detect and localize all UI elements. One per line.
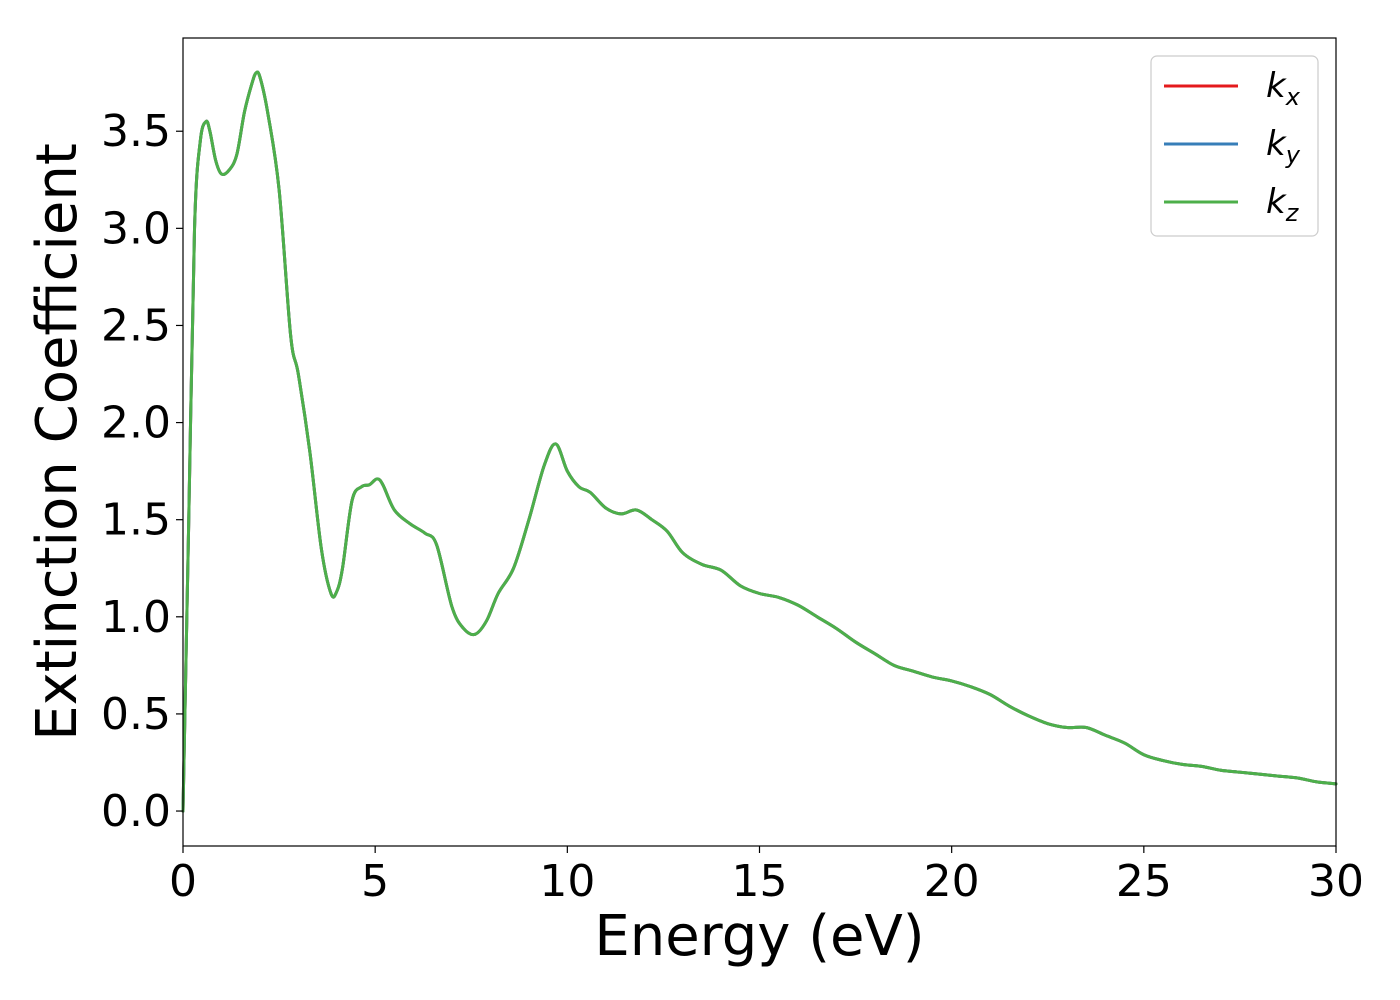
y-tick-label: 3.5 [101,106,171,157]
y-tick-label: 0.5 [101,689,171,740]
y-axis-title: Extinction Coefficient [25,143,90,741]
plot-background [183,38,1336,846]
x-tick-label: 30 [1308,856,1364,907]
y-tick-label: 1.5 [101,495,171,546]
y-tick-label: 3.0 [101,203,171,254]
legend-label-subscript: x [1285,83,1301,111]
legend-label: ky [1266,124,1301,169]
y-tick-label: 0.0 [101,786,171,837]
x-tick-label: 5 [361,856,389,907]
y-tick-label: 2.0 [101,398,171,449]
series-line-k-z [181,70,1338,813]
y-tick-label: 1.0 [101,592,171,643]
x-tick-label: 0 [169,856,197,907]
legend-label-subscript: y [1285,141,1301,169]
x-axis-title: Energy (eV) [594,904,924,969]
x-tick-label: 10 [539,856,595,907]
y-axis-ticks: 0.0 0.5 1.0 1.5 2.0 2.5 3.0 3.5 [101,106,183,837]
legend-box [1150,55,1319,237]
legend-label-subscript: z [1285,199,1300,227]
x-tick-label: 20 [924,856,980,907]
x-tick-label: 15 [732,856,788,907]
series-layer [181,70,1338,813]
x-tick-label: 25 [1116,856,1172,907]
y-tick-label: 2.5 [101,300,171,351]
x-axis-ticks: 0 5 10 15 20 25 30 [169,846,1364,907]
